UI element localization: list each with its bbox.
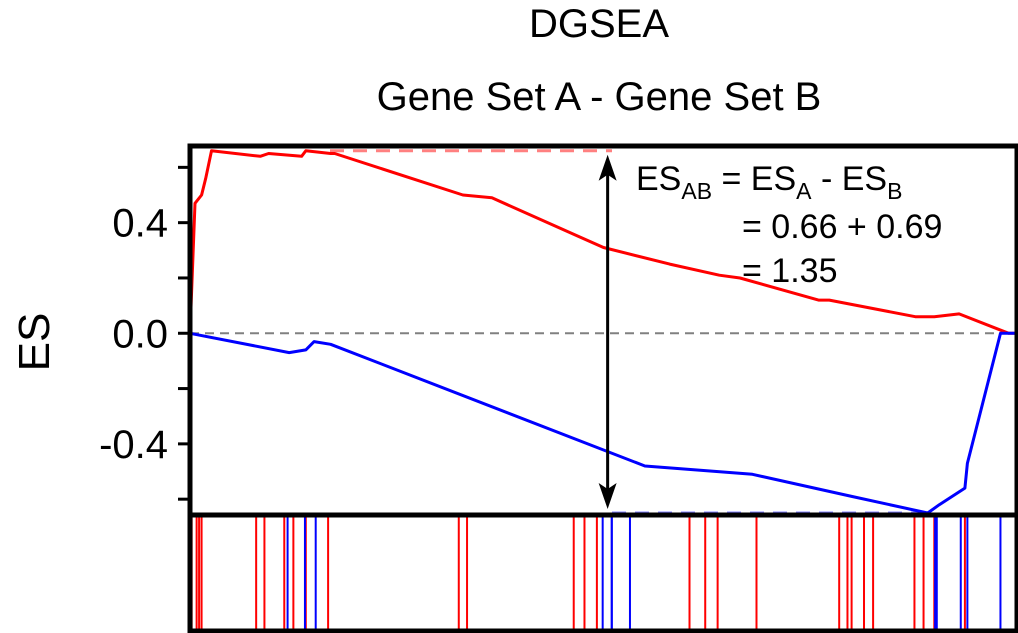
y-tick-label: -0.4 xyxy=(99,423,168,467)
chart-subtitle: Gene Set A - Gene Set B xyxy=(377,75,822,119)
hit-frame xyxy=(187,512,1018,633)
hit-stripes xyxy=(190,517,1002,629)
y-tick-label: 0.4 xyxy=(112,202,168,246)
es-a-symbol: ES xyxy=(751,160,796,198)
es-difference-arrow xyxy=(598,154,617,509)
es-ab-subscript: AB xyxy=(681,178,712,204)
plot-area xyxy=(188,149,1017,515)
es-annotation: ESAB = ESA - ESB = 0.66 + 0.69 = 1.35 xyxy=(636,160,942,290)
y-axis-ticks xyxy=(178,165,190,501)
annotation-line-1: ESAB = ESA - ESB xyxy=(636,160,902,204)
series-line-b xyxy=(189,331,1017,515)
es-ab-symbol: ES xyxy=(636,160,681,198)
series-line-a xyxy=(188,149,1017,335)
annotation-line-3: = 1.35 xyxy=(742,252,837,290)
y-axis-tick-labels: 0.4 0.0 -0.4 xyxy=(99,202,168,467)
minus-sign: - xyxy=(812,160,842,198)
arrow-head-down xyxy=(598,483,617,509)
arrow-head-up xyxy=(598,154,617,181)
annotation-line-2: = 0.66 + 0.69 xyxy=(742,208,942,246)
y-tick-label: 0.0 xyxy=(112,312,168,356)
es-a-subscript: A xyxy=(796,178,812,204)
chart-title: DGSEA xyxy=(529,2,669,46)
equals-sign: = xyxy=(712,160,751,198)
es-b-subscript: B xyxy=(887,178,902,204)
y-axis-label: ES xyxy=(10,313,59,372)
es-b-symbol: ES xyxy=(842,160,887,198)
